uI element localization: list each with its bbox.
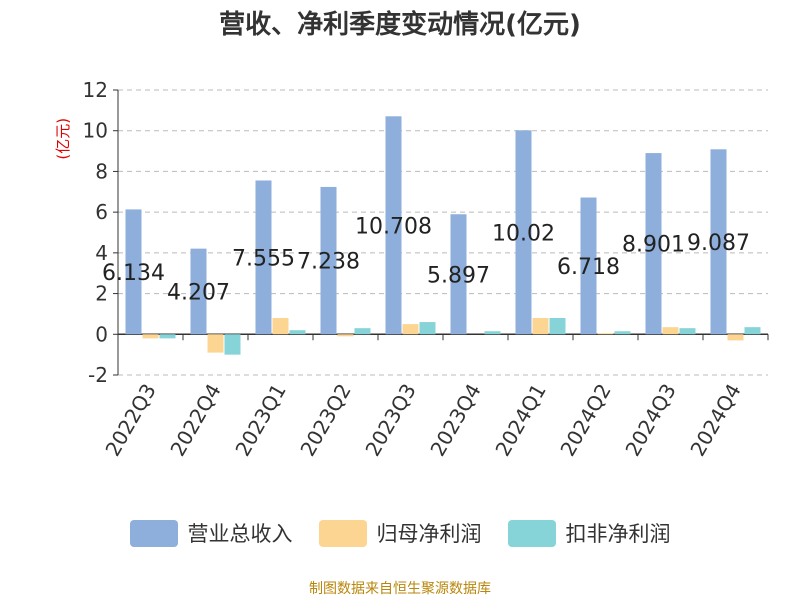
data-label: 4.207 [167,280,230,305]
legend-label: 扣非净利润 [565,522,671,546]
bar-归母净利润 [337,334,354,337]
bars [125,116,761,355]
bar-归母净利润 [207,334,224,353]
data-label: 6.134 [102,261,165,286]
bar-营业总收入 [710,149,727,335]
y-tick-label: 12 [83,78,108,102]
x-tick-label: 2024Q2 [555,380,615,461]
bar-营业总收入 [645,153,662,335]
data-label: 10.708 [355,214,432,239]
y-tick-label: 8 [95,159,108,183]
x-tick-label: 2023Q3 [360,380,420,461]
y-tick-label: 10 [83,119,108,143]
data-label: 5.897 [427,263,490,288]
bar-归母净利润 [402,324,419,335]
bar-归母净利润 [272,318,289,335]
data-label: 10.02 [492,221,555,246]
bar-归母净利润 [727,334,744,341]
bar-扣非净利润 [224,334,241,355]
x-tick-label: 2023Q1 [230,380,290,461]
x-tick-label: 2024Q3 [620,380,680,461]
x-tick-label: 2022Q4 [165,380,225,461]
bar-扣非净利润 [549,318,566,335]
data-label: 8.901 [622,233,685,258]
source-note: 制图数据来自恒生聚源数据库 [309,581,491,597]
x-tick-label: 2022Q3 [100,380,160,461]
legend-item[interactable]: 扣非净利润 [507,518,671,548]
grid-lines [118,89,768,376]
y-tick-label: 6 [95,200,108,224]
legend-label: 营业总收入 [187,522,293,546]
y-tick-label: 4 [95,241,108,265]
data-label: 6.718 [557,255,620,280]
bar-营业总收入 [580,197,597,335]
bar-归母净利润 [662,327,679,335]
legend-swatch [507,519,556,547]
bar-营业总收入 [320,186,337,335]
bar-营业总收入 [515,130,532,335]
bar-营业总收入 [190,248,207,335]
bar-营业总收入 [385,116,402,335]
legend-swatch [318,519,367,547]
legend-label: 归母净利润 [376,522,482,546]
bar-扣非净利润 [419,322,436,335]
bar-扣非净利润 [614,331,631,335]
x-tick-label: 2024Q4 [685,380,745,461]
bar-归母净利润 [597,333,614,335]
bar-扣非净利润 [289,330,306,335]
y-tick-label: -2 [88,363,108,387]
legend-swatch [129,519,178,547]
bar-归母净利润 [142,334,159,339]
data-label: 7.238 [297,250,360,275]
bar-扣非净利润 [744,327,761,335]
legend-item[interactable]: 营业总收入 [129,518,293,548]
legend-item[interactable]: 归母净利润 [318,518,482,548]
x-tick-label: 2024Q1 [490,380,550,461]
bar-扣非净利润 [354,328,371,335]
bar-营业总收入 [255,180,272,335]
x-tick-label: 2023Q2 [295,380,355,461]
data-label: 9.087 [687,231,750,256]
legend: 营业总收入 归母净利润 扣非净利润 [0,518,800,548]
y-tick-label: 0 [95,322,108,346]
y-axis-label: (亿元) [54,118,72,160]
x-tick-label: 2023Q4 [425,380,485,461]
bar-扣非净利润 [679,328,696,335]
data-label: 7.555 [232,246,295,271]
bar-营业总收入 [125,209,142,335]
bar-扣非净利润 [159,334,176,339]
chart-title: 营收、净利季度变动情况(亿元) [219,10,581,40]
bar-扣非净利润 [484,331,501,335]
y-tick-label: 2 [95,282,108,306]
bar-归母净利润 [532,318,549,335]
bar-营业总收入 [450,214,467,335]
